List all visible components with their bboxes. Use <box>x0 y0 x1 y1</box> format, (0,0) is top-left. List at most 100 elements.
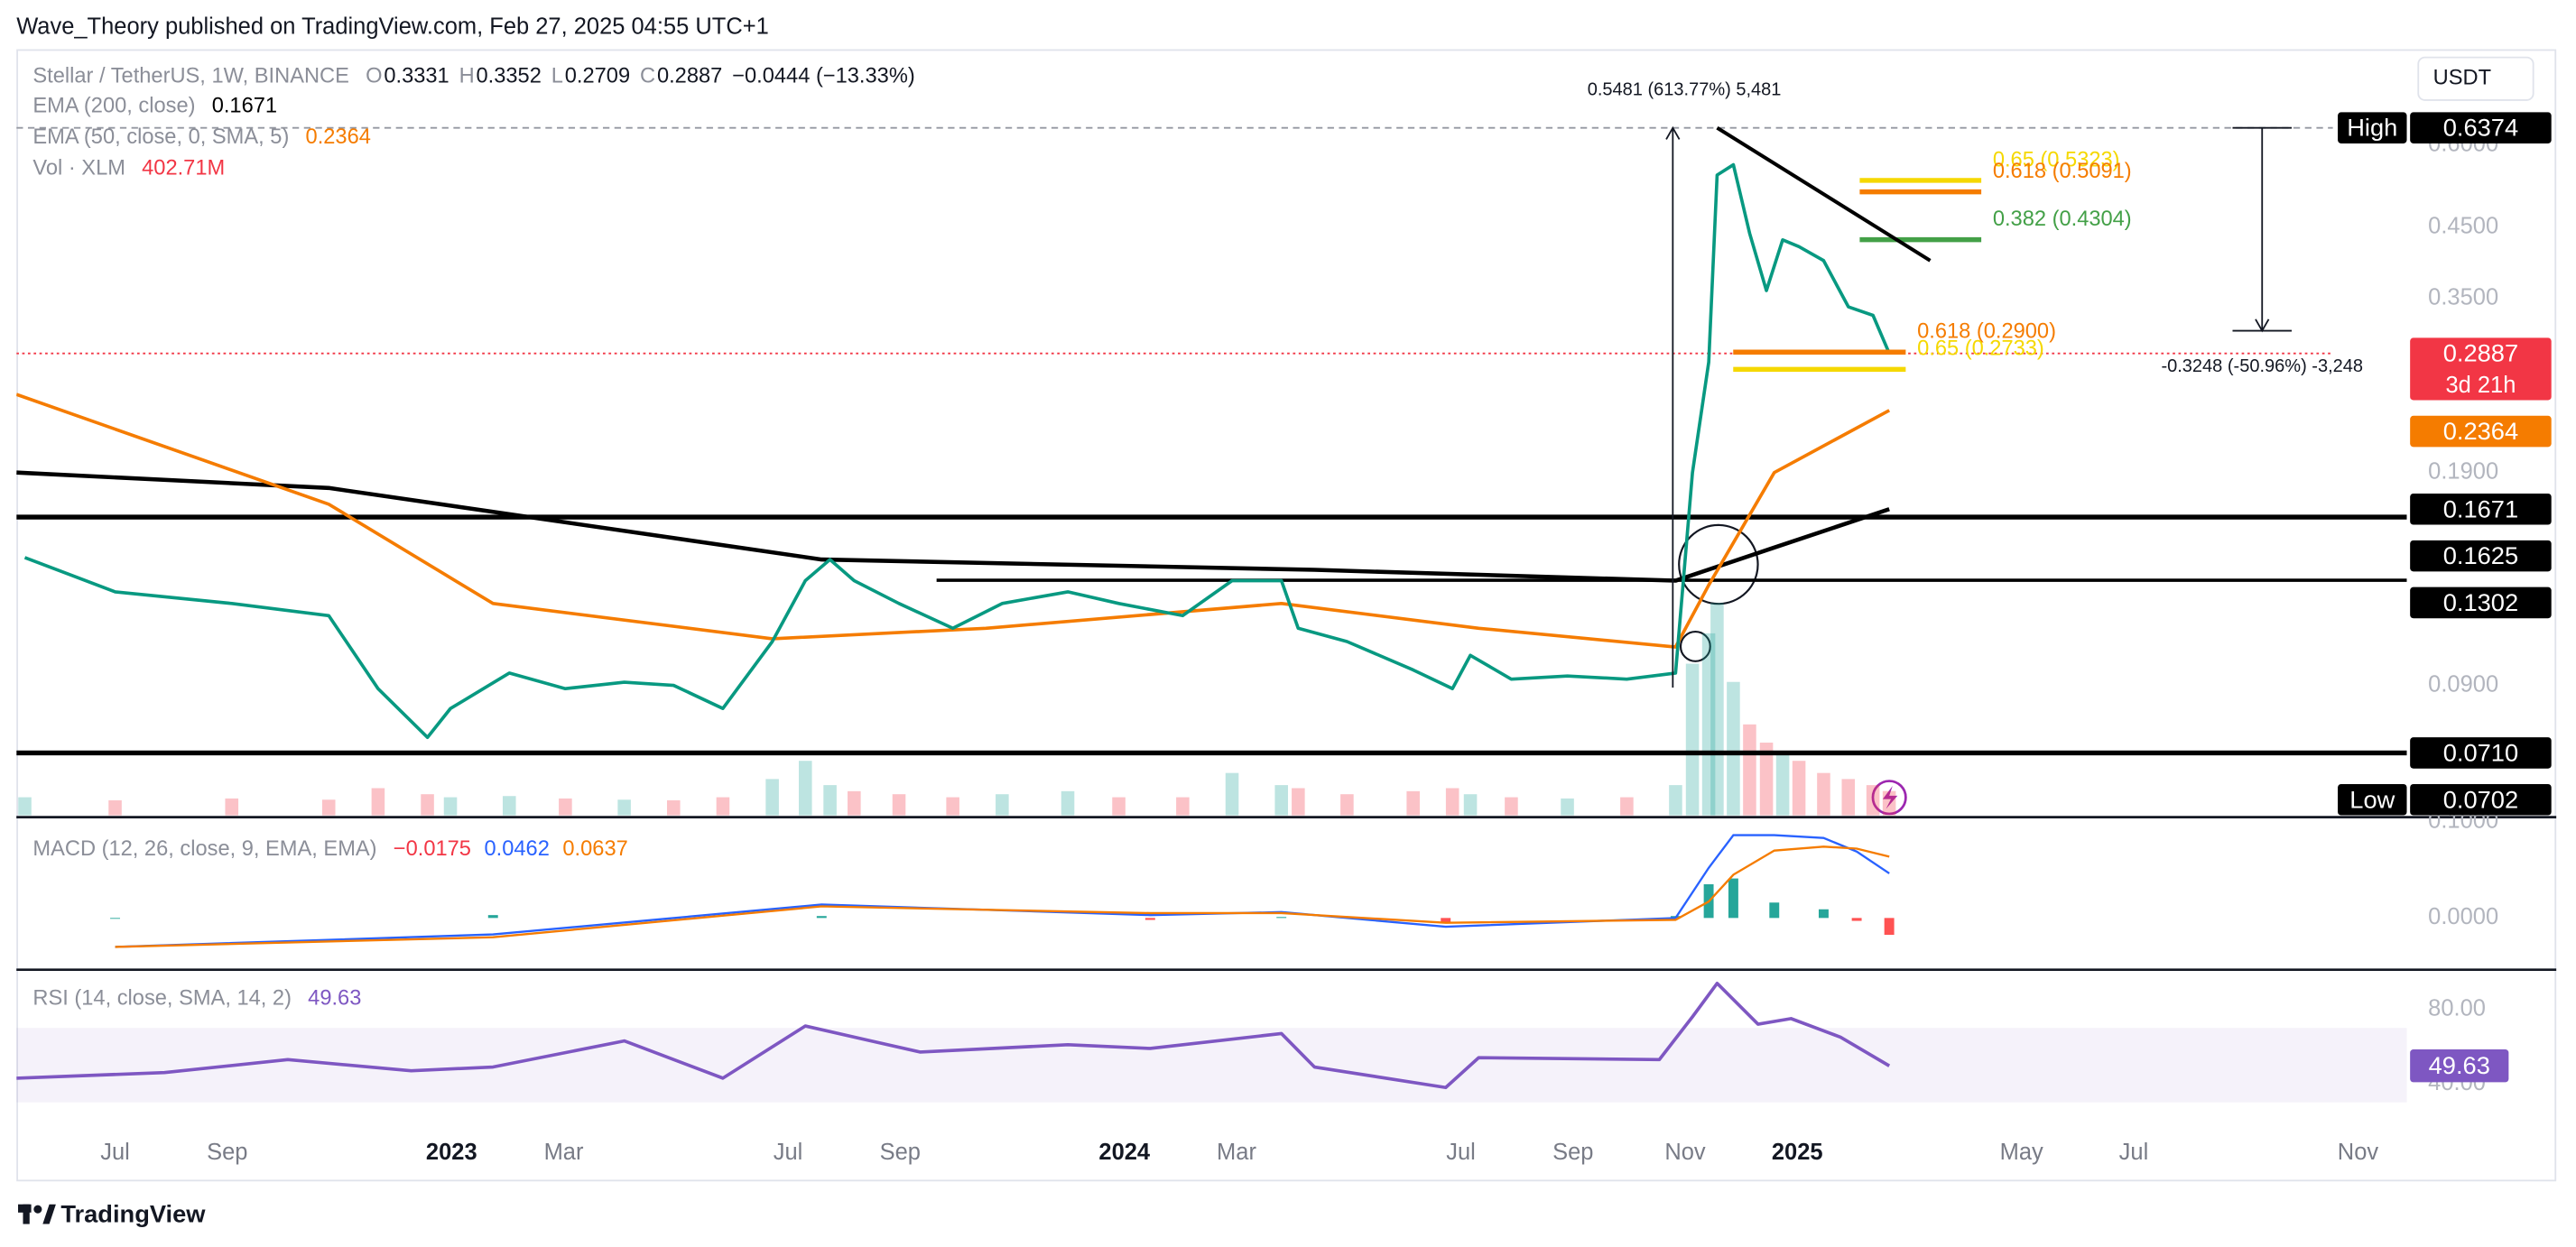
volume-bar <box>1669 785 1682 816</box>
badge-tag <box>2338 112 2407 143</box>
fib-label: 0.65 (0.5323) <box>1993 148 2120 171</box>
fib-label: 0.382 (0.4304) <box>1993 208 2132 231</box>
volume-bar <box>1866 785 1880 816</box>
fib-label: 0.618 (0.2900) <box>1917 320 2056 344</box>
logo-part <box>23 1204 30 1224</box>
events-icon[interactable] <box>1871 780 1907 816</box>
volume-bar <box>1406 790 1420 816</box>
price-badge <box>2410 587 2552 619</box>
volume-bar <box>559 798 572 816</box>
macd-histogram-bar <box>1144 918 1155 920</box>
legend-text: EMA (50, close, 0, SMA, 5) <box>32 125 289 149</box>
legend-text: H <box>459 65 475 88</box>
volume-bar <box>848 790 861 816</box>
legend-text: L <box>551 65 563 88</box>
volume-bar <box>371 788 385 816</box>
fib-label: 0.618 (0.5091) <box>1993 160 2132 183</box>
volume-bar <box>1685 663 1700 816</box>
macd-histogram-bar <box>1884 918 1895 936</box>
currency[interactable]: USDT <box>2433 67 2491 90</box>
volume-bar <box>1463 794 1478 816</box>
volume-bar <box>1759 743 1774 816</box>
volume-bar <box>1561 798 1574 816</box>
brand: TradingView <box>60 1200 206 1228</box>
volume-bar <box>502 796 516 816</box>
events-bolt[interactable] <box>1882 786 1898 809</box>
volume-bar <box>421 794 434 816</box>
x-tick-label: Nov <box>2338 1140 2379 1165</box>
x-tick-label: Nov <box>1664 1140 1706 1165</box>
macd-histogram-bar <box>1441 918 1451 922</box>
volume-bar <box>1061 790 1075 816</box>
x-tick-label: Sep <box>1552 1140 1593 1165</box>
price-countdown: 3d 21h <box>2445 373 2516 398</box>
volume-bar <box>1775 754 1790 816</box>
volume-bar <box>667 799 681 816</box>
chart-frame <box>16 49 2557 1182</box>
legend-text: −0.0444 (−13.33%) <box>732 65 915 88</box>
legend-text: C <box>640 65 655 88</box>
volume-bar <box>617 799 631 816</box>
volume-bar <box>823 785 837 816</box>
legend-text: 0.3331 <box>384 65 449 88</box>
badge-tag-label: High <box>2347 114 2397 142</box>
macd-histogram-bar <box>487 915 498 919</box>
y-tick-label: 0.4500 <box>2428 213 2498 238</box>
price-badge-label: 0.0702 <box>2443 785 2518 813</box>
plot-layer <box>16 981 2407 1103</box>
volume-bar <box>1112 797 1126 816</box>
rsi-line <box>16 981 1891 1090</box>
price-badge <box>2410 540 2552 572</box>
volume-bar <box>1817 772 1830 816</box>
volume-bar <box>1792 761 1806 816</box>
macd-histogram-bar <box>1818 909 1829 919</box>
x-tick-label: Sep <box>207 1140 247 1165</box>
volume-bar <box>765 779 779 816</box>
legend-text: −0.0175 <box>394 837 471 861</box>
legend-text: 0.3352 <box>477 65 542 88</box>
legend-text: 0.2364 <box>306 125 371 149</box>
legend-text: 49.63 <box>308 987 361 1011</box>
x-tick-label: Jul <box>2119 1140 2149 1165</box>
x-tick-label: 2025 <box>1772 1140 1823 1165</box>
volume-bar <box>1340 794 1354 816</box>
price-badge-label: 0.6374 <box>2443 114 2518 142</box>
volume-bar <box>321 799 336 816</box>
volume-bar <box>108 799 122 816</box>
price-badge-label: 0.0710 <box>2443 738 2518 766</box>
macd-histogram-bar <box>110 918 120 919</box>
brand-logo <box>18 1204 56 1224</box>
x-tick-label: 2024 <box>1098 1140 1151 1165</box>
legend-text: RSI (14, close, SMA, 14, 2) <box>32 987 292 1011</box>
x-tick-label: Jul <box>100 1140 130 1165</box>
legend-text: 0.0637 <box>562 837 627 861</box>
volume-bar <box>443 797 458 816</box>
legend-text: 0.0462 <box>485 837 550 861</box>
logo-part <box>42 1204 56 1224</box>
volume-bar <box>1620 797 1634 816</box>
x-tick-label: Mar <box>1217 1140 1256 1165</box>
publish-note: Wave_Theory published on TradingView.com… <box>16 14 769 40</box>
highlight-circle <box>1678 523 1759 605</box>
volume-bar <box>1225 772 1239 816</box>
measure-label: 0.5481 (613.77%) 5,481 <box>1588 79 1782 99</box>
highlight-circle <box>1679 631 1711 662</box>
volume-bar <box>1710 603 1724 816</box>
price-badge-label: 0.2887 <box>2443 339 2518 367</box>
volume-bar <box>1701 633 1716 816</box>
volume-bar <box>1274 785 1288 816</box>
volume-bar <box>225 798 239 816</box>
price-badge-label: 0.1302 <box>2443 588 2518 616</box>
macd-line <box>115 834 1890 948</box>
currency-button[interactable] <box>2417 56 2534 101</box>
plot-layer <box>16 125 2407 816</box>
measure-arrow <box>1665 125 1681 140</box>
macd-histogram-bar <box>1728 878 1738 919</box>
legend-text: Stellar / TetherUS, 1W, BINANCE <box>32 65 349 88</box>
y-tick-label: 0.1900 <box>2428 458 2498 484</box>
macd-histogram-bar <box>1276 917 1287 919</box>
macd-histogram-bar <box>1769 902 1780 919</box>
volume-bar <box>1743 724 1756 816</box>
price-badge <box>2410 783 2552 816</box>
